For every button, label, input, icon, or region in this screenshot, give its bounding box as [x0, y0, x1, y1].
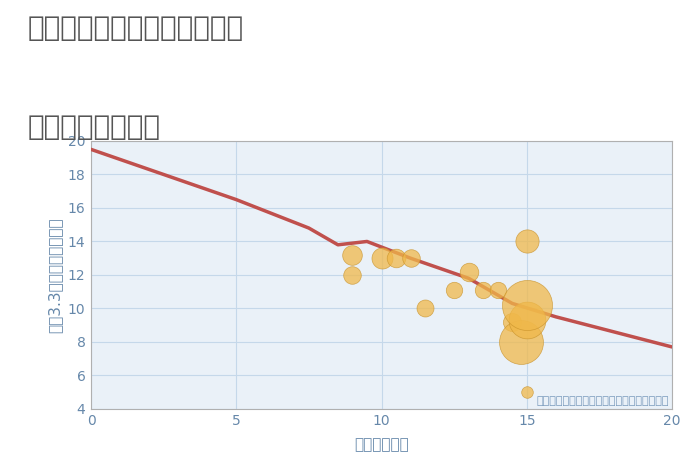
Text: 円の大きさは、取引のあった物件面積を示す: 円の大きさは、取引のあった物件面積を示す [537, 396, 669, 406]
Point [492, 286, 503, 294]
Point [507, 318, 518, 326]
X-axis label: 駅距離（分）: 駅距離（分） [354, 437, 409, 452]
Point [346, 251, 358, 258]
Point [521, 301, 532, 309]
Point [463, 268, 475, 275]
Point [521, 316, 532, 324]
Point [346, 271, 358, 279]
Point [477, 286, 489, 294]
Point [405, 254, 416, 262]
Point [391, 254, 402, 262]
Point [449, 286, 460, 294]
Point [521, 388, 532, 396]
Y-axis label: 坪（3.3㎡）単価（万円）: 坪（3.3㎡）単価（万円） [47, 217, 62, 333]
Point [419, 305, 430, 312]
Text: 駅距離別土地価格: 駅距離別土地価格 [28, 113, 161, 141]
Point [521, 238, 532, 245]
Point [376, 254, 387, 262]
Text: 三重県四日市市あさけが丘の: 三重県四日市市あさけが丘の [28, 14, 244, 42]
Point [515, 338, 526, 346]
